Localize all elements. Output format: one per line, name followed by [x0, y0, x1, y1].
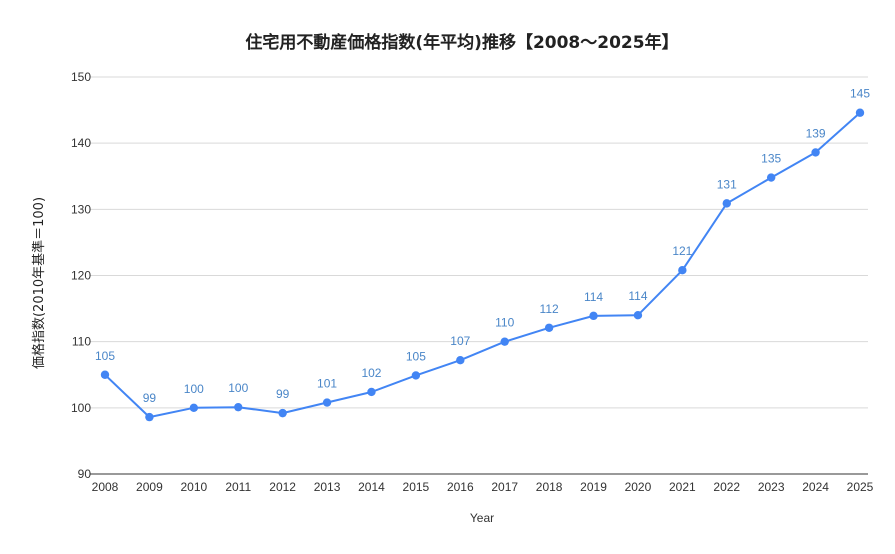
x-tick-label: 2017 [491, 480, 518, 494]
data-label: 145 [850, 87, 870, 101]
data-point [766, 173, 776, 182]
y-axis-label: 価格指数(2010年基準＝100) [31, 197, 47, 369]
x-tick-label: 2022 [713, 480, 740, 494]
y-tick-label: 130 [71, 202, 91, 216]
x-tick-label: 2008 [92, 480, 119, 494]
data-label: 101 [317, 377, 337, 391]
data-label: 112 [540, 302, 559, 316]
y-tick-label: 140 [71, 136, 91, 150]
data-label: 105 [95, 349, 115, 363]
x-tick-label: 2021 [669, 480, 696, 494]
x-tick-label: 2024 [802, 480, 829, 494]
data-point [145, 412, 154, 422]
x-tick-label: 2020 [625, 480, 652, 494]
data-point [367, 387, 376, 397]
x-tick-label: 2015 [403, 480, 430, 494]
data-point [100, 370, 110, 379]
data-point [278, 408, 287, 418]
data-label: 100 [228, 381, 248, 395]
x-tick-label: 2018 [536, 480, 563, 494]
data-labels: 105 99 100 100 99 101 102 105 107 110 112 114 114 121… [95, 87, 870, 405]
data-points [100, 108, 865, 422]
y-tick-label: 120 [71, 269, 91, 283]
data-point [544, 323, 554, 332]
data-label: 99 [143, 391, 157, 405]
data-point [189, 403, 199, 413]
x-axis-label: Year [470, 511, 494, 525]
data-label: 100 [184, 382, 204, 396]
data-label: 114 [584, 290, 603, 304]
data-label: 135 [761, 152, 781, 166]
series-line-group [104, 111, 861, 419]
x-tick-label: 2019 [580, 480, 607, 494]
series-line [104, 111, 861, 419]
data-label: 139 [806, 126, 826, 140]
data-label: 121 [672, 244, 692, 258]
y-tick-label: 90 [78, 467, 92, 481]
data-point [722, 199, 731, 208]
data-label: 131 [717, 177, 737, 191]
y-tick-label: 110 [72, 335, 91, 349]
data-point [678, 266, 687, 275]
data-point [589, 311, 598, 321]
data-label: 99 [276, 387, 290, 401]
data-label: 107 [450, 334, 470, 348]
x-tick-label: 2016 [447, 480, 474, 494]
data-label: 114 [628, 289, 647, 303]
data-point [411, 371, 421, 380]
x-tick-label: 2010 [180, 480, 207, 494]
x-tick-label: 2009 [136, 480, 163, 494]
x-tick-label: 2013 [314, 480, 341, 494]
data-label: 105 [406, 349, 426, 363]
x-tick-label: 2012 [269, 480, 296, 494]
data-label: 110 [495, 316, 514, 330]
x-axis-ticks: 2008 2009 2010 2011 2012 2013 2014 2015 2016 2017… [92, 480, 874, 494]
y-tick-label: 150 [71, 70, 91, 84]
x-tick-label: 2014 [358, 480, 385, 494]
y-tick-label: 100 [71, 401, 91, 415]
x-tick-label: 2025 [847, 480, 874, 494]
data-point [500, 337, 509, 346]
x-tick-label: 2011 [225, 480, 251, 494]
data-point [234, 402, 243, 412]
data-label: 102 [361, 366, 381, 380]
grid-lines [90, 76, 868, 475]
x-tick-label: 2023 [758, 480, 785, 494]
y-axis-ticks: 90 100 110 120 130 140 150 [71, 70, 91, 481]
data-point [322, 398, 332, 407]
data-point [456, 355, 465, 365]
data-point [855, 108, 865, 117]
chart-title: 住宅用不動産価格指数(年平均)推移【2008～2025年】 [245, 32, 678, 53]
data-point [633, 311, 643, 320]
data-point [811, 148, 820, 157]
